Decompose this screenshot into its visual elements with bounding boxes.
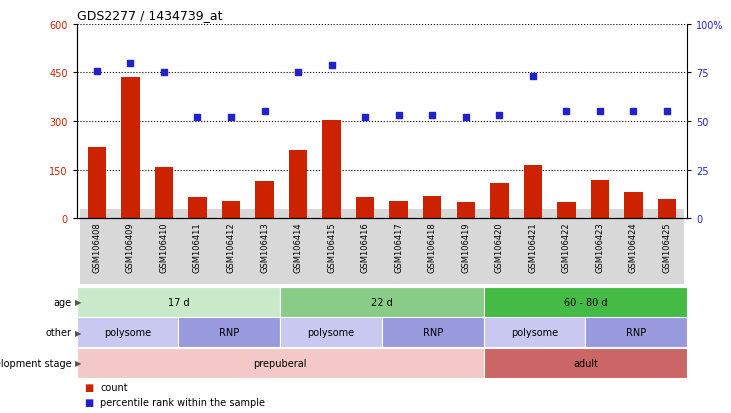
Bar xyxy=(591,180,609,219)
Text: age: age xyxy=(53,297,72,307)
Text: 22 d: 22 d xyxy=(371,297,393,307)
Point xyxy=(426,113,438,119)
Point xyxy=(561,109,572,116)
Point xyxy=(158,70,170,77)
Bar xyxy=(356,198,374,219)
Bar xyxy=(121,78,140,219)
Point xyxy=(661,109,673,116)
Text: development stage: development stage xyxy=(0,358,72,368)
Bar xyxy=(457,203,475,219)
Bar xyxy=(423,196,442,219)
Point xyxy=(527,74,539,81)
Bar xyxy=(390,201,408,219)
Bar xyxy=(280,287,484,317)
Bar xyxy=(490,183,509,219)
Point xyxy=(594,109,606,116)
Bar xyxy=(255,182,274,219)
Point xyxy=(192,115,203,121)
Point xyxy=(493,113,505,119)
Text: RNP: RNP xyxy=(626,328,646,337)
Text: ▶: ▶ xyxy=(75,358,81,368)
Text: 17 d: 17 d xyxy=(167,297,189,307)
Text: polysome: polysome xyxy=(104,328,151,337)
Bar xyxy=(484,287,687,317)
Bar xyxy=(586,318,687,347)
Bar xyxy=(289,151,307,219)
Text: count: count xyxy=(100,382,128,392)
Bar xyxy=(178,318,280,347)
Bar xyxy=(484,318,586,347)
Text: RNP: RNP xyxy=(219,328,240,337)
Bar xyxy=(77,348,484,378)
Text: polysome: polysome xyxy=(511,328,558,337)
Point xyxy=(326,62,338,69)
Bar xyxy=(484,348,687,378)
Text: ■: ■ xyxy=(84,382,94,392)
Point xyxy=(259,109,270,116)
Point xyxy=(124,60,136,67)
Text: adult: adult xyxy=(573,358,598,368)
Bar xyxy=(322,120,341,219)
Bar xyxy=(189,198,207,219)
Text: ▶: ▶ xyxy=(75,297,81,306)
Text: percentile rank within the sample: percentile rank within the sample xyxy=(100,396,265,407)
Point xyxy=(393,113,404,119)
Text: GDS2277 / 1434739_at: GDS2277 / 1434739_at xyxy=(77,9,222,22)
Point xyxy=(292,70,304,77)
Point xyxy=(225,115,237,121)
Bar xyxy=(77,318,178,347)
Bar xyxy=(221,201,240,219)
Bar xyxy=(77,287,280,317)
Text: polysome: polysome xyxy=(308,328,355,337)
Bar xyxy=(382,318,484,347)
Bar xyxy=(523,166,542,219)
Point xyxy=(628,109,640,116)
Bar xyxy=(280,318,382,347)
Text: prepuberal: prepuberal xyxy=(254,358,307,368)
Bar xyxy=(557,203,575,219)
Point xyxy=(91,68,103,75)
Point xyxy=(460,115,471,121)
Text: other: other xyxy=(45,328,72,337)
Text: RNP: RNP xyxy=(423,328,443,337)
Bar xyxy=(155,167,173,219)
Bar xyxy=(624,193,643,219)
Text: ▶: ▶ xyxy=(75,328,81,337)
Point xyxy=(360,115,371,121)
Text: 60 - 80 d: 60 - 80 d xyxy=(564,297,607,307)
Text: ■: ■ xyxy=(84,396,94,407)
Bar xyxy=(88,148,106,219)
Bar xyxy=(658,199,676,219)
